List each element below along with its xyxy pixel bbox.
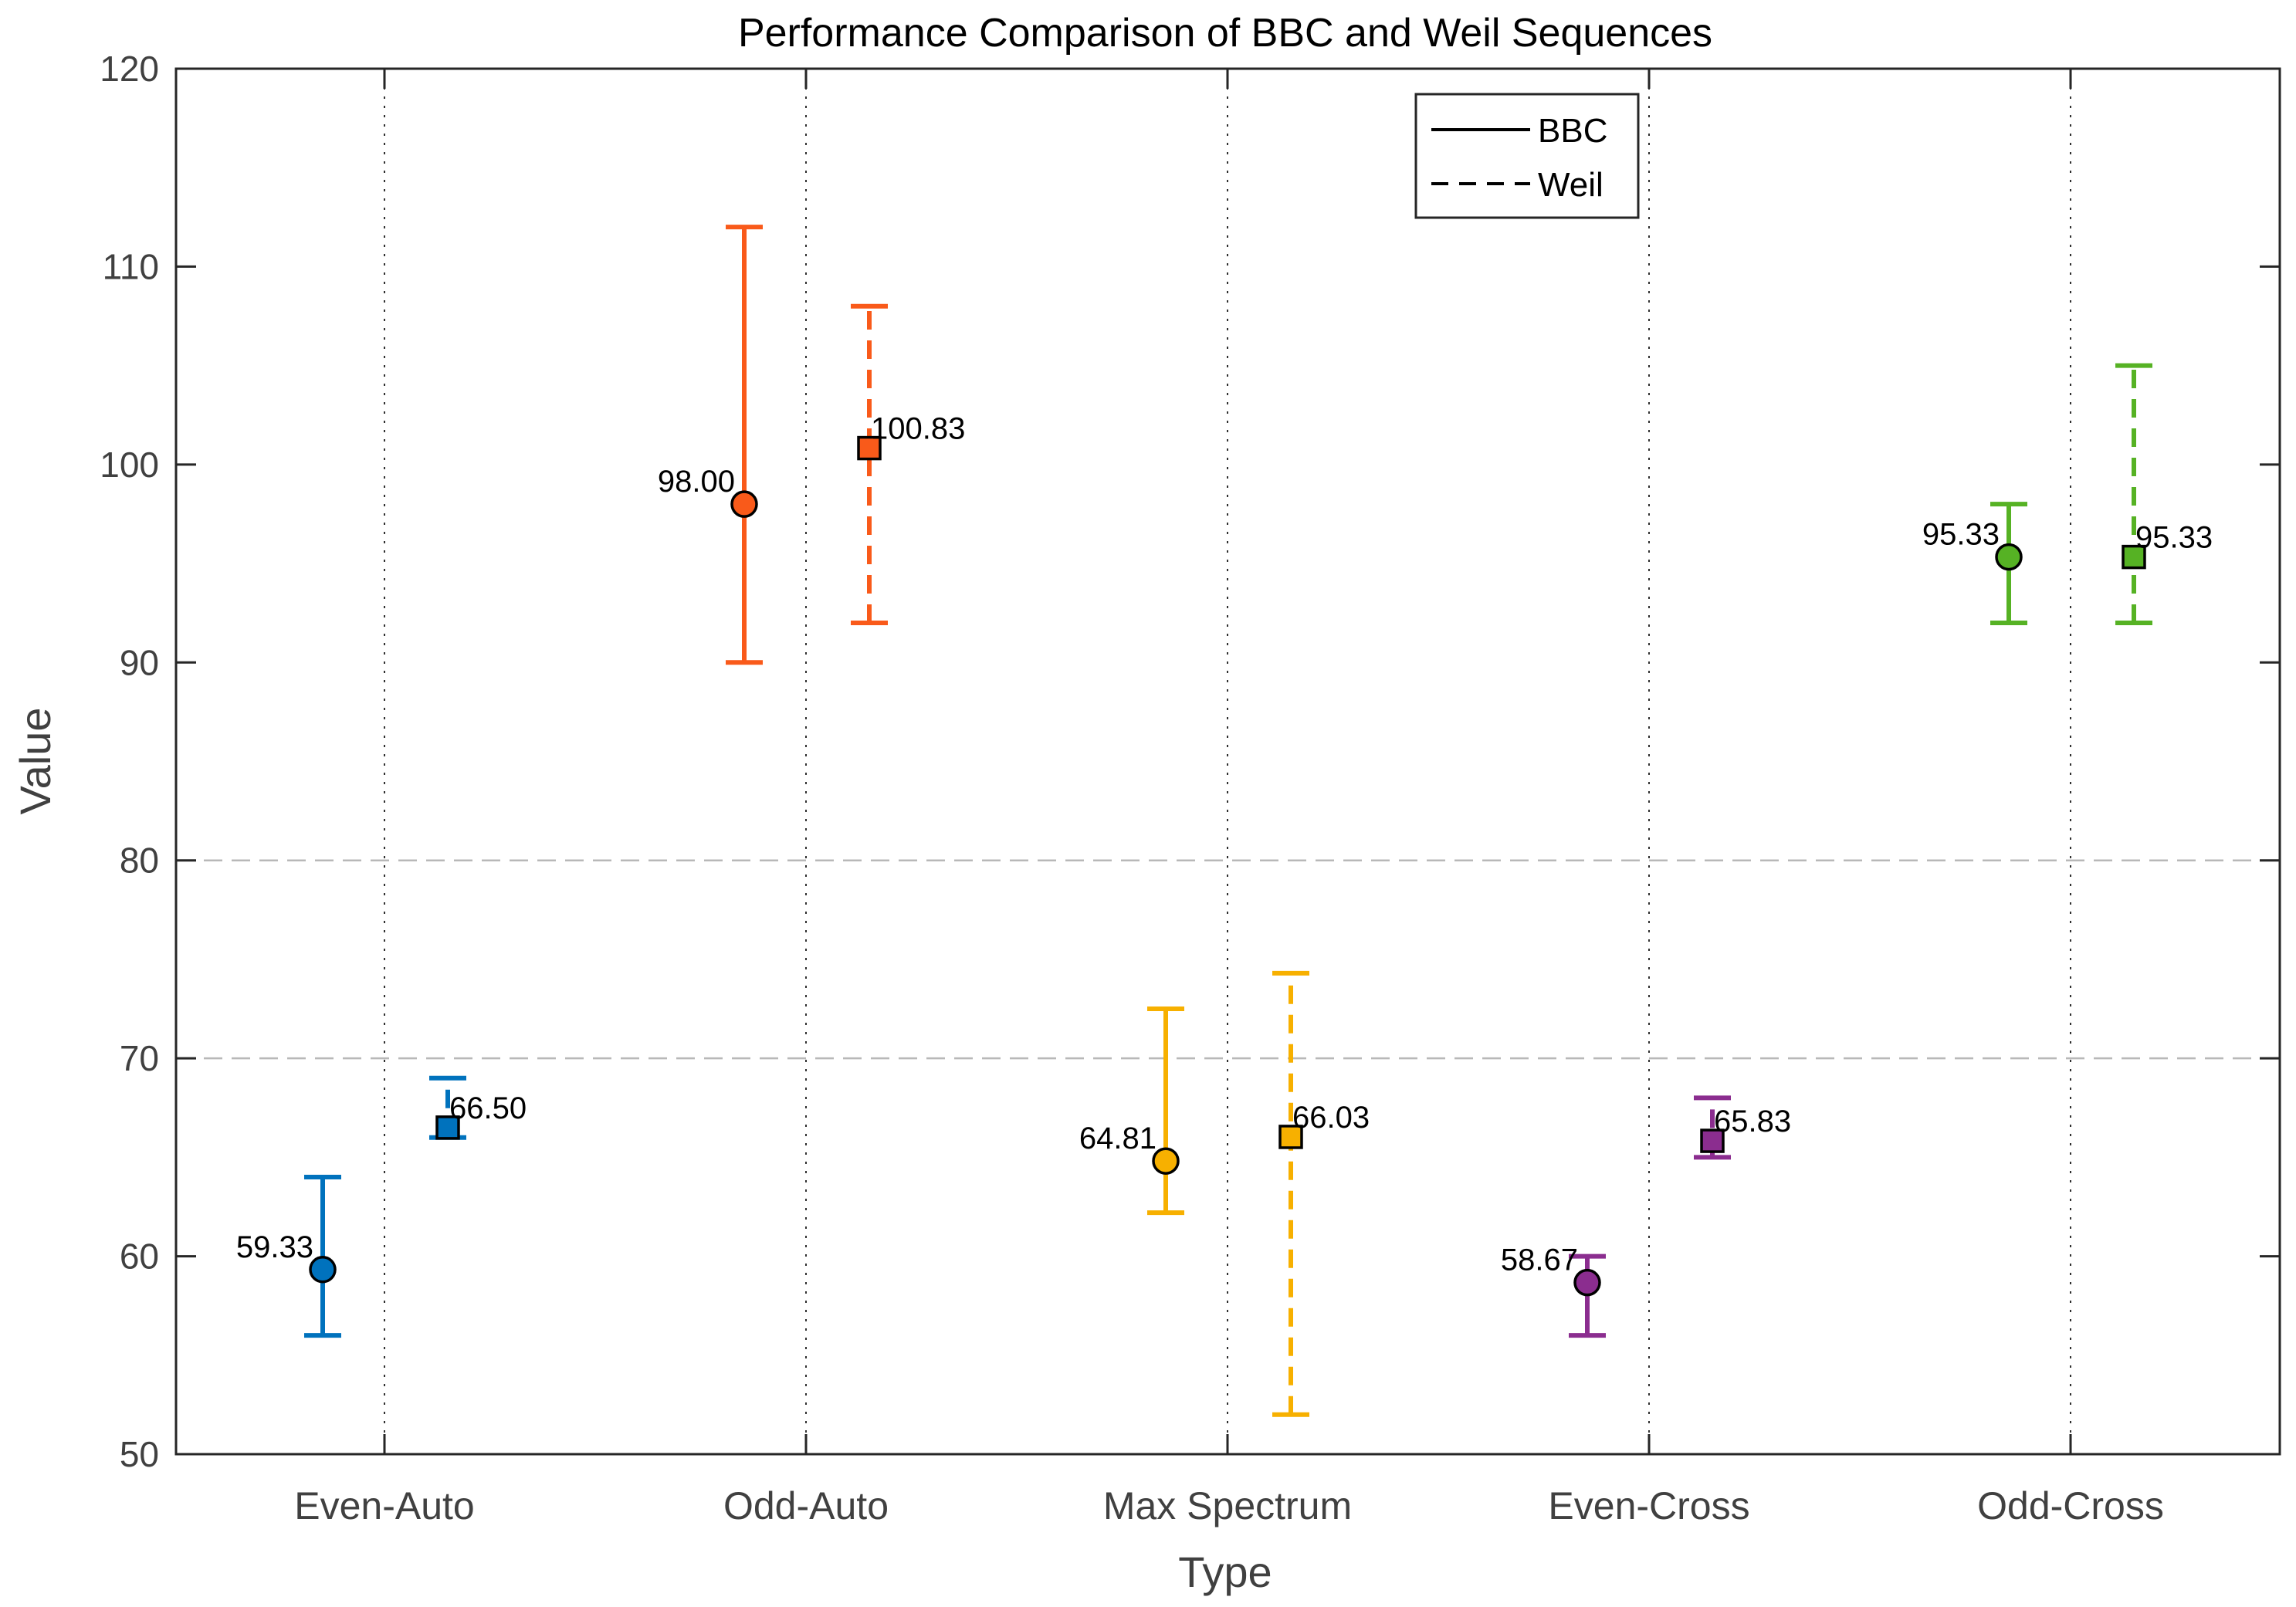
y-tick-label: 60 [120,1237,159,1277]
y-tick-label: 80 [120,841,159,881]
weil-marker [1700,1128,1725,1153]
x-category-label: Odd-Cross [1977,1484,2164,1527]
x-axis-title: Type [1178,1548,1272,1596]
weil-point-group [2115,363,2152,625]
weil-marker [2122,544,2146,570]
bbc-point-group [1990,502,2027,625]
weil-marker [1278,1125,1303,1149]
legend-weil-label: Weil [1538,166,1603,204]
x-category-label: Odd-Auto [723,1484,889,1527]
y-tick-label: 90 [120,642,159,682]
y-tick-label: 50 [120,1434,159,1474]
bbc-marker [309,1256,337,1284]
y-tick-label: 70 [120,1038,159,1078]
grid [176,69,2280,1454]
y-tick-label: 110 [103,246,159,286]
x-category-label: Max Spectrum [1103,1484,1352,1527]
bbc-point-group [1569,1253,1606,1338]
weil-data-label: 66.50 [449,1091,527,1125]
bbc-data-label: 64.81 [1079,1122,1156,1155]
x-category-label: Even-Auto [294,1484,474,1527]
weil-data-label: 66.03 [1292,1101,1370,1135]
bbc-marker [1573,1268,1601,1297]
weil-point-group [1272,970,1309,1417]
weil-point-group [1694,1095,1731,1160]
data-labels: 59.33 98.00 64.81 58.67 95.33 66.50 100.83 66.0… [236,412,2213,1277]
weil-point-group [429,1075,466,1140]
x-category-label: Even-Cross [1548,1484,1749,1527]
weil-marker [435,1115,460,1140]
bbc-point-group [726,225,763,665]
weil-data-label: 95.33 [2135,521,2213,555]
bbc-marker [1995,543,2023,571]
bbc-data-label: 95.33 [1922,518,2000,552]
y-tick-label: 120 [100,49,159,89]
bbc-point-group [1147,1006,1184,1216]
y-tick-label: 100 [100,445,159,485]
bbc-data-label: 59.33 [236,1230,313,1264]
weil-point-group [851,303,888,625]
bbc-marker [730,490,758,518]
legend-box [1414,93,1640,219]
weil-data-label: 100.83 [871,412,965,446]
axes: 50 60 70 80 90 100 110 120 Even-Auto Odd-Auto Max … [100,49,2280,1527]
chart-title: Performance Comparison of BBC and Weil S… [738,11,1712,56]
data-series [304,225,2152,1417]
bbc-data-label: 58.67 [1501,1243,1578,1277]
bbc-marker [1152,1147,1180,1175]
legend: BBC Weil [1414,93,1640,219]
bbc-data-label: 98.00 [658,465,735,499]
legend-bbc-label: BBC [1538,112,1607,150]
weil-data-label: 65.83 [1714,1105,1791,1138]
y-axis-title: Value [11,707,59,814]
bbc-point-group [304,1175,341,1338]
weil-marker [857,435,882,461]
